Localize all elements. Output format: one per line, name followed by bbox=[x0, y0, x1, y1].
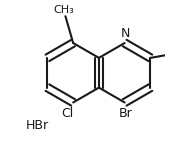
Text: CH₃: CH₃ bbox=[54, 5, 74, 15]
Text: N: N bbox=[121, 27, 130, 40]
Text: HBr: HBr bbox=[26, 119, 49, 132]
Text: Cl: Cl bbox=[61, 107, 73, 120]
Text: Br: Br bbox=[118, 107, 132, 120]
